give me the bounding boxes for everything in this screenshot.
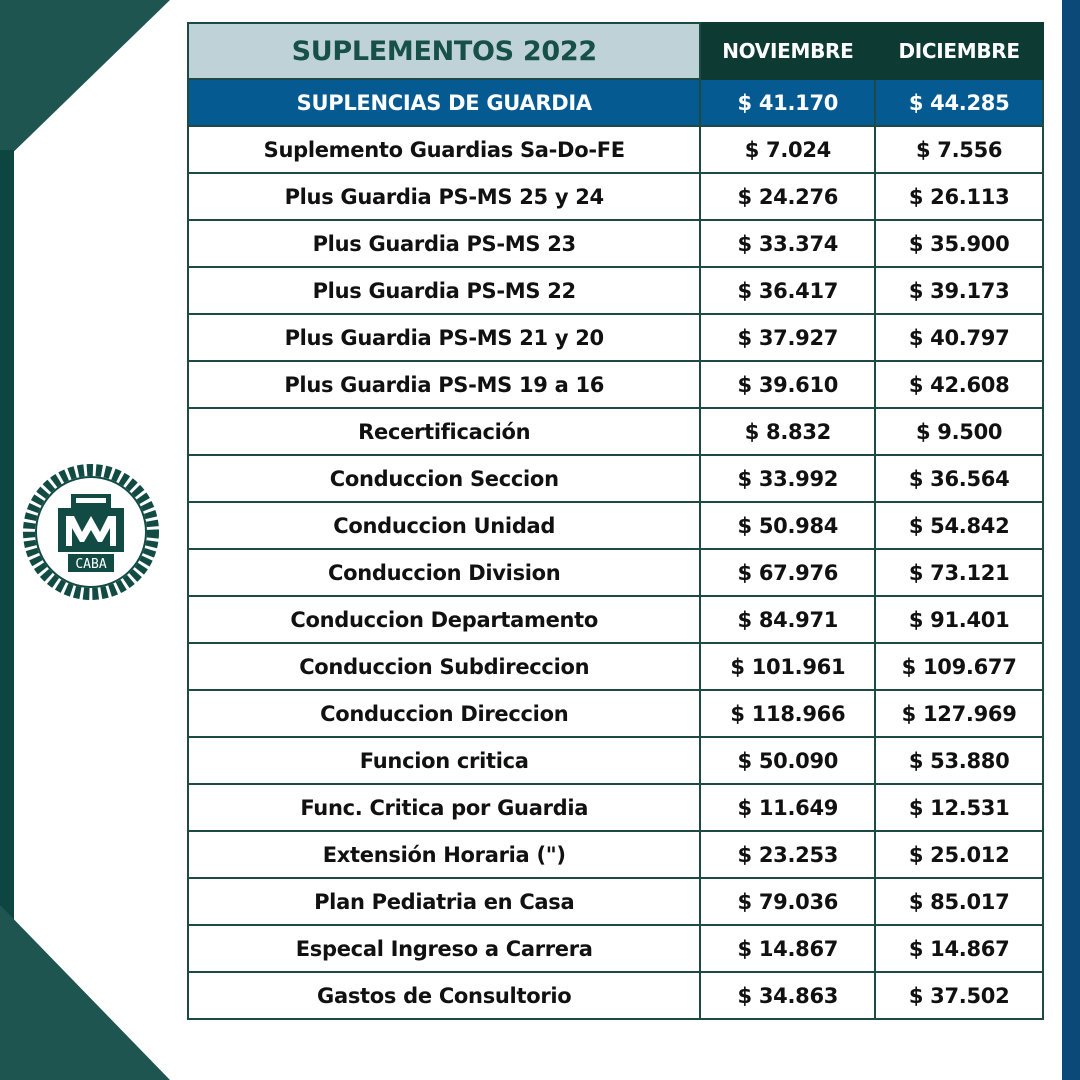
row-value-diciembre: $ 35.900	[874, 219, 1044, 268]
row-label: Conduccion Subdireccion	[186, 642, 702, 691]
row-label: Conduccion Departamento	[186, 595, 702, 644]
row-value-diciembre: $ 44.285	[874, 78, 1044, 127]
table-row: Plus Guardia PS-MS 25 y 24 $ 24.276 $ 26.1…	[186, 172, 1044, 221]
row-value-diciembre: $ 36.564	[874, 454, 1044, 503]
row-value-diciembre: $ 7.556	[874, 125, 1044, 174]
row-value-noviembre: $ 7.024	[699, 125, 877, 174]
row-label: Conduccion Unidad	[186, 501, 702, 550]
decorative-triangle-top	[0, 0, 170, 165]
row-value-noviembre: $ 36.417	[699, 266, 877, 315]
row-value-diciembre: $ 40.797	[874, 313, 1044, 362]
table-row: Conduccion Direccion $ 118.966 $ 127.969	[186, 689, 1044, 738]
table-row: Plus Guardia PS-MS 22 $ 36.417 $ 39.173	[186, 266, 1044, 315]
row-label: Plan Pediatria en Casa	[186, 877, 702, 926]
table-row: Funcion critica $ 50.090 $ 53.880	[186, 736, 1044, 785]
table-row: Plan Pediatria en Casa $ 79.036 $ 85.017	[186, 877, 1044, 926]
row-value-diciembre: $ 127.969	[874, 689, 1044, 738]
row-label: Plus Guardia PS-MS 21 y 20	[186, 313, 702, 362]
supplements-table: SUPLEMENTOS 2022 NOVIEMBRE DICIEMBRE SUP…	[186, 22, 1044, 1020]
row-value-noviembre: $ 41.170	[699, 78, 877, 127]
table-row: Conduccion Division $ 67.976 $ 73.121	[186, 548, 1044, 597]
row-label: Func. Critica por Guardia	[186, 783, 702, 832]
row-value-diciembre: $ 12.531	[874, 783, 1044, 832]
row-value-noviembre: $ 79.036	[699, 877, 877, 926]
row-value-noviembre: $ 23.253	[699, 830, 877, 879]
row-value-diciembre: $ 25.012	[874, 830, 1044, 879]
row-label: Plus Guardia PS-MS 25 y 24	[186, 172, 702, 221]
decorative-strip-right	[1062, 0, 1080, 1080]
row-value-noviembre: $ 101.961	[699, 642, 877, 691]
row-label: Funcion critica	[186, 736, 702, 785]
table-row: Gastos de Consultorio $ 34.863 $ 37.502	[186, 971, 1044, 1020]
row-value-diciembre: $ 26.113	[874, 172, 1044, 221]
row-label: Suplemento Guardias Sa-Do-FE	[186, 125, 702, 174]
row-label: Plus Guardia PS-MS 22	[186, 266, 702, 315]
row-value-noviembre: $ 39.610	[699, 360, 877, 409]
table-row: Conduccion Subdireccion $ 101.961 $ 109.67…	[186, 642, 1044, 691]
row-value-diciembre: $ 14.867	[874, 924, 1044, 973]
table-row: Especal Ingreso a Carrera $ 14.867 $ 14.86…	[186, 924, 1044, 973]
row-value-diciembre: $ 42.608	[874, 360, 1044, 409]
row-value-noviembre: $ 34.863	[699, 971, 877, 1020]
row-value-diciembre: $ 73.121	[874, 548, 1044, 597]
row-label: Conduccion Seccion	[186, 454, 702, 503]
row-value-noviembre: $ 118.966	[699, 689, 877, 738]
table-row: Plus Guardia PS-MS 21 y 20 $ 37.927 $ 40.7…	[186, 313, 1044, 362]
table-header-row: SUPLEMENTOS 2022 NOVIEMBRE DICIEMBRE	[186, 22, 1044, 80]
column-header-noviembre: NOVIEMBRE	[699, 22, 877, 80]
table-row: Extensión Horaria (") $ 23.253 $ 25.012	[186, 830, 1044, 879]
row-value-noviembre: $ 24.276	[699, 172, 877, 221]
row-value-noviembre: $ 67.976	[699, 548, 877, 597]
row-label: Gastos de Consultorio	[186, 971, 702, 1020]
row-value-noviembre: $ 50.090	[699, 736, 877, 785]
row-value-noviembre: $ 33.374	[699, 219, 877, 268]
row-value-diciembre: $ 54.842	[874, 501, 1044, 550]
table-row: Recertificación $ 8.832 $ 9.500	[186, 407, 1044, 456]
table-row: Func. Critica por Guardia $ 11.649 $ 12.53…	[186, 783, 1044, 832]
row-value-diciembre: $ 85.017	[874, 877, 1044, 926]
row-value-noviembre: $ 33.992	[699, 454, 877, 503]
row-value-diciembre: $ 53.880	[874, 736, 1044, 785]
row-label: Extensión Horaria (")	[186, 830, 702, 879]
table-row: Plus Guardia PS-MS 23 $ 33.374 $ 35.900	[186, 219, 1044, 268]
row-value-diciembre: $ 37.502	[874, 971, 1044, 1020]
table-row: Plus Guardia PS-MS 19 a 16 $ 39.610 $ 42.6…	[186, 360, 1044, 409]
table-row: Suplemento Guardias Sa-Do-FE $ 7.024 $ 7.5…	[186, 125, 1044, 174]
row-value-noviembre: $ 84.971	[699, 595, 877, 644]
svg-text:CABA: CABA	[75, 557, 106, 572]
row-label: Especal Ingreso a Carrera	[186, 924, 702, 973]
row-value-noviembre: $ 8.832	[699, 407, 877, 456]
decorative-triangle-bottom	[0, 905, 170, 1080]
row-value-diciembre: $ 39.173	[874, 266, 1044, 315]
row-label: Conduccion Direccion	[186, 689, 702, 738]
row-value-noviembre: $ 11.649	[699, 783, 877, 832]
row-label: Plus Guardia PS-MS 23	[186, 219, 702, 268]
row-label: Plus Guardia PS-MS 19 a 16	[186, 360, 702, 409]
row-label: SUPLENCIAS DE GUARDIA	[186, 78, 702, 127]
row-value-diciembre: $ 9.500	[874, 407, 1044, 456]
table-row: Conduccion Departamento $ 84.971 $ 91.401	[186, 595, 1044, 644]
row-value-diciembre: $ 109.677	[874, 642, 1044, 691]
column-header-diciembre: DICIEMBRE	[874, 22, 1044, 80]
row-value-noviembre: $ 14.867	[699, 924, 877, 973]
row-value-noviembre: $ 50.984	[699, 501, 877, 550]
table-row: Conduccion Seccion $ 33.992 $ 36.564	[186, 454, 1044, 503]
row-label: Conduccion Division	[186, 548, 702, 597]
table-row: Conduccion Unidad $ 50.984 $ 54.842	[186, 501, 1044, 550]
row-value-noviembre: $ 37.927	[699, 313, 877, 362]
highlight-row: SUPLENCIAS DE GUARDIA $ 41.170 $ 44.285	[186, 78, 1044, 127]
row-value-diciembre: $ 91.401	[874, 595, 1044, 644]
row-label: Recertificación	[186, 407, 702, 456]
laurel-emblem-icon: CABA	[23, 464, 159, 600]
table-title: SUPLEMENTOS 2022	[186, 22, 702, 80]
decorative-strip-left	[0, 150, 14, 930]
